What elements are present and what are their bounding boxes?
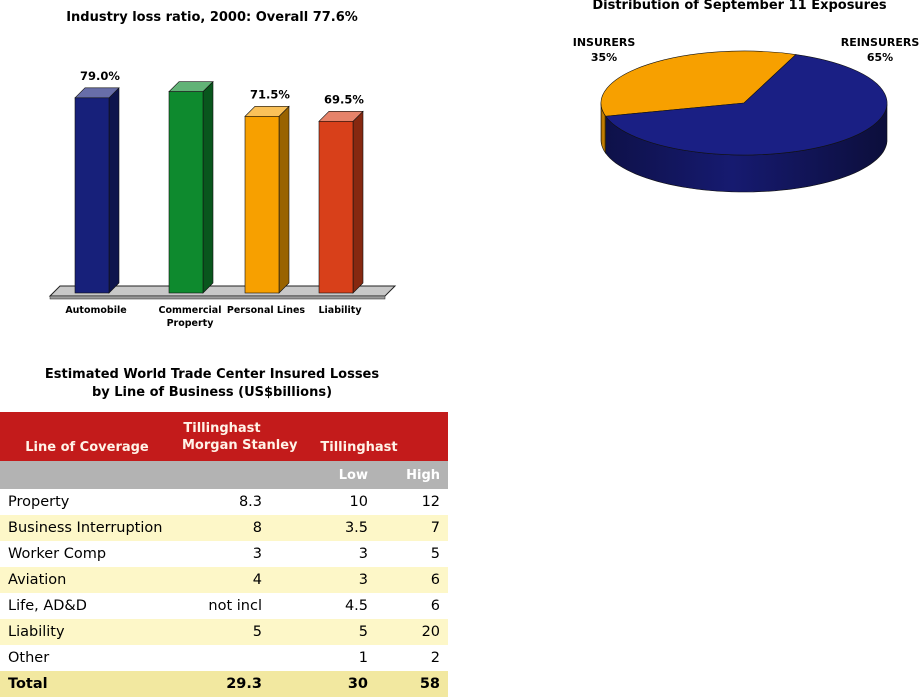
subheader-low: Low xyxy=(270,461,376,489)
cell-line: Other xyxy=(8,650,50,666)
cell-high: 5 xyxy=(430,546,441,562)
table-title: Estimated World Trade Center Insured Los… xyxy=(0,366,424,402)
pie-label: INSURERS xyxy=(573,36,636,49)
cell-high: 58 xyxy=(376,671,449,697)
cell-high: 12 xyxy=(421,494,441,510)
category-tick-label: Property xyxy=(167,318,215,329)
table-subheader-row: Low High xyxy=(0,461,449,489)
cell-low: 3 xyxy=(270,567,376,593)
pie-chart-title: Distribution of September 11 Exposures xyxy=(592,0,887,13)
cell-low: 5 xyxy=(270,619,376,645)
subheader-high: High xyxy=(376,461,449,489)
cell-tms: 8.3 xyxy=(238,494,262,510)
table-title-line-1: Estimated World Trade Center Insured Los… xyxy=(44,367,380,382)
cell-line: Liability xyxy=(0,619,174,645)
cell-low: 3 xyxy=(358,546,368,562)
cell-low: 10 xyxy=(349,494,368,510)
category-tick-label: Personal Lines xyxy=(227,305,306,316)
category-tick-label: Automobile xyxy=(65,305,126,316)
bar-value-label: 71.5% xyxy=(250,87,290,101)
bar-value-label: 69.5% xyxy=(324,92,364,106)
bar-value-label: 79.0% xyxy=(80,69,120,83)
cell-line: Life, AD&D xyxy=(8,598,87,614)
table-row: Aviation 4 3 6 xyxy=(0,567,449,593)
header-tillinghast: Tillinghast xyxy=(270,412,449,461)
cell-low: 1 xyxy=(358,650,368,666)
cell-low: 3.5 xyxy=(270,515,376,541)
header-tms-line-1: Tillinghast xyxy=(183,420,261,436)
table-header-row: Line of Coverage Tillinghast Morgan Stan… xyxy=(0,412,449,461)
pie-value-label: 65% xyxy=(867,51,893,64)
cell-line: Worker Comp xyxy=(8,546,107,562)
table-row: Worker Comp 3 3 5 xyxy=(0,541,448,567)
cell-tms: 8 xyxy=(174,515,270,541)
pie-slice-reinsurers xyxy=(605,54,888,156)
table-row: Life, AD&D not incl 4.5 6 xyxy=(0,593,448,619)
cell-line: Aviation xyxy=(0,567,174,593)
bar-automobile xyxy=(74,87,120,294)
cell-tms xyxy=(174,645,270,671)
subheader-blank-2 xyxy=(174,461,270,489)
cell-tms: 3 xyxy=(252,546,262,562)
losses-table: Line of Coverage Tillinghast Morgan Stan… xyxy=(0,412,449,697)
header-tms: Tillinghast Morgan Stanley xyxy=(174,412,298,461)
pie-value-label: 35% xyxy=(591,51,617,64)
bar-liability xyxy=(318,110,364,294)
table-row: Liability 5 5 20 xyxy=(0,619,449,645)
header-tms-line-2: Morgan Stanley xyxy=(182,437,298,453)
table-title-line-2: by Line of Business (US$billions) xyxy=(91,385,333,400)
bar-personal-lines xyxy=(244,105,290,294)
cell-high: 7 xyxy=(376,515,449,541)
cell-line: Total xyxy=(0,671,174,697)
category-tick-label: Liability xyxy=(318,305,362,316)
pie-chart: INSURERS 35% REINSURERS 65% xyxy=(573,36,919,193)
bar-chart-title: Industry loss ratio, 2000: Overall 77.6% xyxy=(66,10,358,25)
table-row: Property 8.3 10 12 xyxy=(0,489,448,515)
cell-high: 6 xyxy=(376,567,449,593)
pie-label: REINSURERS xyxy=(841,36,919,49)
bar-commercial-property xyxy=(168,80,214,294)
table-total-row: Total 29.3 30 58 xyxy=(0,671,449,697)
chart-floor-edge xyxy=(49,295,386,300)
table-row: Business Interruption 8 3.5 7 xyxy=(0,515,449,541)
bar-chart: 79.0% Automobile Commercial Property 71.5% Pe… xyxy=(48,69,397,329)
subheader-blank-1 xyxy=(0,461,174,489)
cell-high: 20 xyxy=(376,619,449,645)
cell-low: 30 xyxy=(270,671,376,697)
cell-low: 4.5 xyxy=(344,598,368,614)
header-line-of-coverage: Line of Coverage xyxy=(0,412,174,461)
cell-tms: not incl xyxy=(208,598,262,614)
cell-high: 6 xyxy=(430,598,441,614)
table-row: Other 1 2 xyxy=(0,645,448,671)
cell-high: 2 xyxy=(430,650,441,666)
cell-tms: 4 xyxy=(174,567,270,593)
category-tick-label: Commercial xyxy=(159,305,222,316)
cell-tms: 29.3 xyxy=(174,671,270,697)
cell-tms: 5 xyxy=(174,619,270,645)
cell-line: Business Interruption xyxy=(0,515,174,541)
cell-line: Property xyxy=(8,494,70,510)
